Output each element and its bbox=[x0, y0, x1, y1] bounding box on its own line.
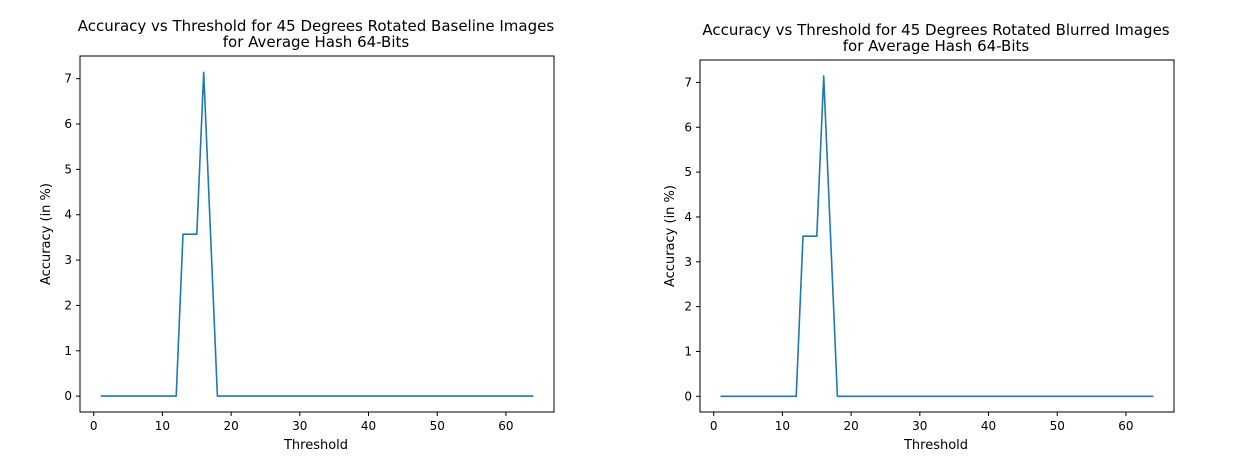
x-tick-label: 10 bbox=[155, 419, 170, 433]
chart-subtitle: for Average Hash 64-Bits bbox=[223, 33, 410, 51]
y-axis-ticks: 0 1 2 3 4 5 6 7 bbox=[684, 75, 700, 403]
y-tick-label: 5 bbox=[684, 165, 692, 179]
accuracy-series-line bbox=[720, 75, 1154, 398]
y-tick-label: 1 bbox=[64, 344, 72, 358]
y-axis-label: Accuracy (in %) bbox=[663, 185, 678, 287]
y-tick-label: 4 bbox=[684, 210, 692, 224]
y-tick-label: 7 bbox=[684, 75, 692, 89]
x-axis-ticks: 0 10 20 30 40 50 60 bbox=[710, 412, 1134, 433]
y-tick-label: 4 bbox=[64, 208, 72, 222]
chart-title: Accuracy vs Threshold for 45 Degrees Rot… bbox=[78, 17, 555, 35]
plot-area bbox=[699, 59, 1175, 413]
x-tick-label: 0 bbox=[90, 419, 98, 433]
x-axis-ticks: 0 10 20 30 40 50 60 bbox=[90, 412, 514, 433]
chart-subtitle: for Average Hash 64-Bits bbox=[843, 37, 1030, 55]
y-axis-label: Accuracy (in %) bbox=[39, 183, 54, 285]
y-tick-label: 6 bbox=[684, 120, 692, 134]
y-tick-label: 5 bbox=[64, 162, 72, 176]
y-axis-ticks: 0 1 2 3 4 5 6 7 bbox=[64, 72, 80, 403]
x-tick-label: 20 bbox=[223, 419, 238, 433]
y-tick-label: 3 bbox=[64, 253, 72, 267]
plot-area bbox=[79, 55, 555, 413]
y-tick-label: 2 bbox=[64, 298, 72, 312]
chart-baseline: Accuracy vs Threshold for 45 Degrees Rot… bbox=[39, 17, 555, 453]
x-tick-label: 0 bbox=[710, 419, 718, 433]
accuracy-series-line bbox=[100, 71, 534, 397]
x-axis-label: Threshold bbox=[903, 438, 968, 453]
y-tick-label: 3 bbox=[684, 255, 692, 269]
x-tick-label: 40 bbox=[361, 419, 376, 433]
y-tick-label: 7 bbox=[64, 72, 72, 86]
chart-blurred: Accuracy vs Threshold for 45 Degrees Rot… bbox=[663, 21, 1175, 453]
x-axis-label: Threshold bbox=[283, 438, 348, 453]
x-tick-label: 30 bbox=[292, 419, 307, 433]
chart-title: Accuracy vs Threshold for 45 Degrees Rot… bbox=[702, 21, 1169, 39]
y-tick-label: 0 bbox=[684, 389, 692, 403]
x-tick-label: 50 bbox=[430, 419, 445, 433]
x-tick-label: 50 bbox=[1050, 419, 1065, 433]
y-tick-label: 0 bbox=[64, 389, 72, 403]
y-tick-label: 6 bbox=[64, 117, 72, 131]
x-tick-label: 40 bbox=[981, 419, 996, 433]
x-tick-label: 60 bbox=[1118, 419, 1133, 433]
x-tick-label: 60 bbox=[498, 419, 513, 433]
y-tick-label: 1 bbox=[684, 344, 692, 358]
x-tick-label: 30 bbox=[912, 419, 927, 433]
x-tick-label: 20 bbox=[843, 419, 858, 433]
x-tick-label: 10 bbox=[775, 419, 790, 433]
y-tick-label: 2 bbox=[684, 300, 692, 314]
